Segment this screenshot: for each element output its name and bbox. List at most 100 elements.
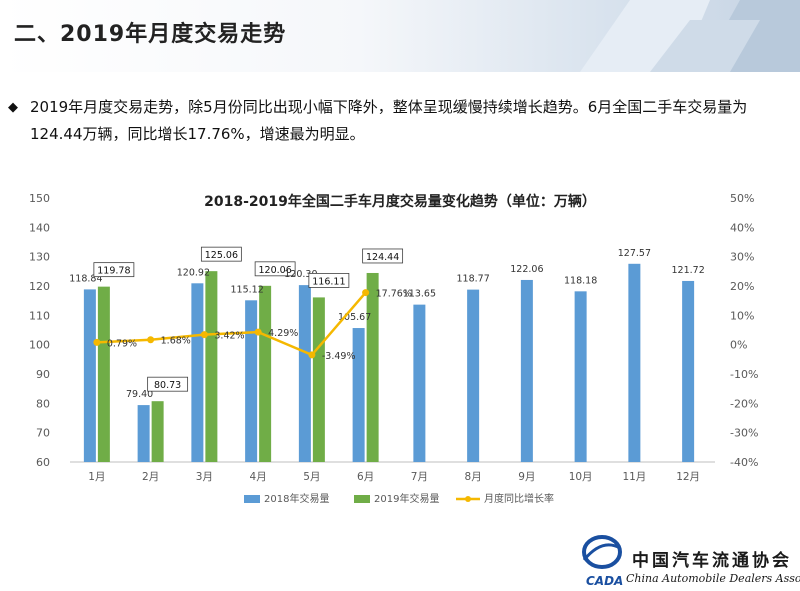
growth-point (147, 336, 155, 344)
bar-label-2019: 125.06 (205, 250, 238, 261)
legend-label-2018: 2018年交易量 (264, 492, 329, 505)
growth-point (308, 351, 316, 359)
logo-chinese-name: 中国汽车流通协会 (632, 551, 792, 571)
bar-2018 (413, 304, 426, 462)
bar-2018 (245, 300, 258, 462)
bar-label-2019-box (93, 262, 135, 278)
cada-logo: CADA 中国汽车流通协会 China Automobile Dealers A… (572, 528, 800, 591)
x-tick-label: 3月 (196, 471, 213, 483)
bar-label-2019-box (200, 246, 242, 262)
summary-paragraph: ◆ 2019年月度交易走势，除5月份同比出现小幅下降外，整体呈现缓慢持续增长趋势… (8, 94, 770, 148)
y-tick-right: 30% (730, 251, 754, 264)
header-decoration (580, 0, 800, 72)
growth-polyline (96, 291, 367, 357)
bar-label-2018: 120.92 (177, 267, 210, 278)
cada-logo-mark-icon: CADA (582, 535, 623, 588)
bar-2019 (366, 272, 379, 462)
growth-label: 17.76% (376, 289, 412, 300)
bar-label-2018: 127.57 (618, 248, 651, 259)
bar-label-2018: 118.77 (457, 274, 490, 285)
bar-label-2018: 113.65 (403, 289, 436, 300)
bar-2019 (259, 285, 272, 462)
y-tick-left: 120 (29, 280, 50, 293)
bar-2018 (574, 291, 587, 462)
bar-label-2018: 79.40 (126, 389, 153, 400)
y-tick-left: 60 (36, 456, 50, 469)
bar-2018 (191, 283, 204, 462)
bar-2018 (520, 279, 533, 462)
bar-label-2018: 115.12 (231, 284, 264, 295)
y-tick-right: 10% (730, 309, 754, 322)
growth-point (254, 328, 262, 336)
bar-2019 (205, 271, 218, 462)
diamond-bullet-icon: ◆ (8, 100, 18, 115)
y-tick-left: 110 (29, 309, 50, 322)
growth-label: 3.42% (214, 331, 244, 342)
x-tick-label: 7月 (411, 471, 428, 483)
bar-2018 (682, 280, 695, 462)
y-tick-right: 0% (730, 339, 747, 352)
bar-label-2019: 119.78 (97, 266, 130, 277)
bar-2019 (151, 401, 164, 462)
y-tick-right: 50% (730, 192, 754, 205)
svg-text:CADA: CADA (586, 574, 623, 588)
legend-point-growth (465, 496, 471, 502)
chart-title: 2018-2019年全国二手车月度交易量变化趋势（单位：万辆） (204, 193, 596, 210)
bar-2018 (467, 289, 480, 462)
trade-volume-chart: 2018-2019年全国二手车月度交易量变化趋势（单位：万辆） 150 140 13… (29, 192, 758, 505)
x-tick-label: 6月 (357, 471, 374, 483)
x-tick-label: 2月 (142, 471, 159, 483)
bar-label-2019-box (254, 261, 296, 277)
bar-label-2019-box (362, 248, 404, 264)
bar-2018 (83, 289, 96, 462)
page-title: 二、2019年月度交易走势 (14, 22, 287, 47)
bar-label-2019-box (147, 376, 189, 392)
bar-2018 (137, 405, 150, 462)
y-tick-right: 20% (730, 280, 754, 293)
bar-2018 (298, 285, 311, 462)
y-tick-left: 140 (29, 221, 50, 234)
y-tick-left: 100 (29, 339, 50, 352)
growth-point (200, 331, 208, 339)
bar-label-2018: 122.06 (510, 264, 543, 275)
bar-2018 (628, 263, 641, 462)
x-tick-label: 12月 (676, 471, 700, 483)
x-tick-label: 9月 (518, 471, 535, 483)
legend-label-growth: 月度同比增长率 (484, 492, 554, 505)
growth-line: 0.79% 1.68% 3.42% 4.29% -3.49% 17.76% (93, 289, 412, 362)
bar-label-2019: 80.73 (154, 380, 181, 391)
bars (83, 263, 695, 462)
bar-label-2019-box (308, 273, 350, 288)
bar-label-2018: 121.72 (672, 265, 705, 276)
bar-label-2019: 116.11 (312, 276, 345, 287)
growth-point (362, 289, 370, 297)
x-axis-labels: 1月 2月 3月 4月 5月 6月 7月 8月 9月 10月 11月 12月 (88, 471, 700, 483)
x-tick-label: 5月 (303, 471, 320, 483)
legend: 2018年交易量 2019年交易量 月度同比增长率 (244, 492, 554, 505)
bar-label-2018: 120.30 (284, 269, 317, 280)
logo-english-name: China Automobile Dealers Association (626, 572, 800, 585)
legend-swatch-2018 (244, 495, 260, 503)
x-tick-label: 4月 (250, 471, 267, 483)
y-tick-right: -20% (730, 397, 758, 410)
right-axis: 50% 40% 30% 20% 10% 0% -10% -20% -30% -40% (730, 192, 758, 469)
growth-label: 1.68% (161, 336, 191, 347)
legend-swatch-2019 (354, 495, 370, 503)
bar-2018 (352, 328, 365, 462)
summary-text: 2019年月度交易走势，除5月份同比出现小幅下降外，整体呈现缓慢持续增长趋势。6… (30, 98, 748, 143)
y-tick-left: 80 (36, 397, 50, 410)
growth-label: -3.49% (322, 351, 356, 362)
y-tick-right: -10% (730, 368, 758, 381)
y-tick-left: 150 (29, 192, 50, 205)
bar-2019 (312, 297, 325, 462)
bar-2019 (97, 286, 110, 462)
y-tick-right: -30% (730, 427, 758, 440)
bar-label-2019: 124.44 (366, 252, 399, 263)
x-tick-label: 10月 (569, 471, 593, 483)
left-axis: 150 140 130 120 110 100 90 80 70 60 (29, 192, 50, 469)
legend-label-2019: 2019年交易量 (374, 492, 439, 505)
y-tick-right: -40% (730, 456, 758, 469)
bar-label-2018: 118.18 (564, 275, 597, 286)
x-tick-label: 11月 (622, 471, 646, 483)
